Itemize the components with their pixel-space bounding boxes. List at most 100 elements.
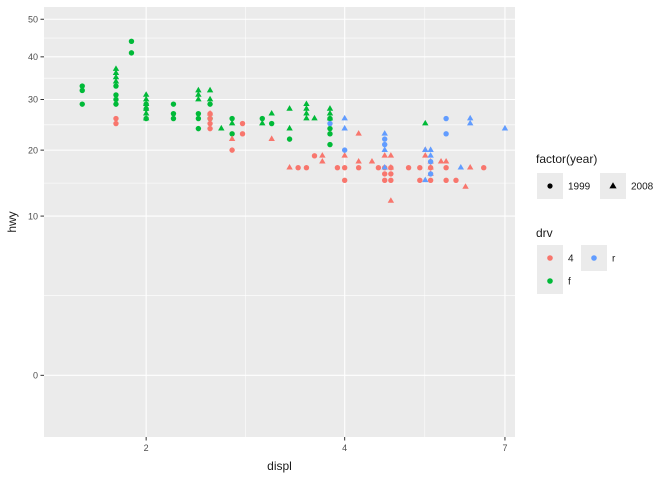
- data-point-circle: [79, 101, 85, 107]
- data-point-triangle: [457, 164, 464, 170]
- data-point-circle: [170, 101, 177, 107]
- data-point-circle: [327, 141, 333, 148]
- data-point-circle: [443, 165, 449, 171]
- data-point-triangle: [195, 95, 202, 102]
- data-point-circle: [311, 153, 318, 159]
- data-point-triangle: [303, 105, 310, 111]
- data-point-circle: [207, 101, 213, 107]
- data-point-triangle: [466, 119, 474, 126]
- data-point-circle: [382, 177, 388, 183]
- y-axis-title: hwy: [5, 211, 19, 232]
- x-tick-label: 4: [342, 443, 347, 453]
- data-point-circle: [295, 165, 301, 171]
- data-point-triangle: [501, 124, 509, 131]
- y-tick-label: 40: [28, 52, 38, 62]
- data-point-circle: [327, 120, 333, 127]
- data-point-triangle: [466, 164, 474, 170]
- data-point-circle: [229, 147, 235, 153]
- minor-grid: [44, 7, 515, 437]
- data-point-triangle: [326, 105, 334, 111]
- data-point-circle: [128, 38, 135, 44]
- data-point-triangle: [319, 152, 326, 158]
- data-point-triangle: [341, 152, 348, 158]
- legend-symbol-r: [591, 255, 597, 261]
- data-point-circle: [239, 120, 246, 127]
- data-point-triangle: [381, 130, 388, 136]
- data-point-circle: [443, 131, 449, 137]
- data-point-triangle: [319, 157, 326, 164]
- data-point-circle: [195, 125, 202, 132]
- legend-symbol-circle: [547, 183, 553, 189]
- data-point-triangle: [381, 164, 388, 170]
- data-point-triangle: [112, 65, 120, 71]
- data-point-triangle: [195, 91, 202, 97]
- data-point-triangle: [387, 152, 395, 158]
- legend-drv-title: drv: [536, 226, 553, 240]
- data-point-circle: [113, 96, 119, 103]
- legend-label-f: f: [568, 277, 571, 288]
- data-point-circle: [327, 125, 333, 132]
- data-point-circle: [334, 165, 341, 171]
- data-point-triangle: [442, 157, 450, 164]
- legend-year-title: factor(year): [536, 152, 597, 166]
- data-point-triangle: [355, 157, 362, 164]
- data-point-triangle: [381, 146, 388, 152]
- data-point-circle: [375, 165, 382, 171]
- data-point-circle: [388, 177, 394, 183]
- data-point-triangle: [303, 100, 310, 106]
- legend-label-r: r: [612, 254, 616, 265]
- data-point-triangle: [286, 105, 293, 111]
- data-point-circle: [195, 110, 202, 117]
- data-point-circle: [443, 177, 449, 183]
- data-point-circle: [427, 171, 434, 177]
- data-point-triangle: [387, 164, 395, 170]
- x-tick-label: 7: [502, 443, 507, 453]
- data-point-triangle: [368, 157, 376, 164]
- data-point-circle: [79, 87, 85, 94]
- axis-ticks: [40, 18, 506, 441]
- data-point-triangle: [422, 152, 429, 158]
- data-point-triangle: [422, 176, 429, 183]
- data-point-triangle: [268, 109, 275, 116]
- y-tick-label: 50: [28, 14, 38, 24]
- data-point-triangle: [112, 73, 120, 80]
- data-point-circle: [327, 131, 333, 137]
- data-point-triangle: [427, 146, 434, 152]
- data-point-circle: [417, 165, 423, 171]
- data-point-circle: [259, 115, 265, 122]
- data-point-triangle: [112, 78, 120, 84]
- y-tick-label: 20: [28, 145, 38, 155]
- legend-year: factor(year) 1999 2008: [536, 152, 654, 199]
- data-point-circle: [195, 115, 202, 122]
- data-point-triangle: [427, 152, 434, 158]
- data-point-circle: [341, 177, 348, 183]
- data-point-circle: [427, 177, 434, 183]
- data-point-triangle: [341, 114, 348, 121]
- data-point-triangle: [422, 146, 429, 152]
- data-point-triangle: [387, 197, 395, 203]
- data-point-triangle: [268, 135, 275, 141]
- legend-symbol-4: [547, 255, 553, 261]
- major-grid: [44, 7, 515, 437]
- data-point-circle: [207, 115, 213, 122]
- data-point-triangle: [381, 152, 388, 158]
- data-point-triangle: [311, 114, 318, 121]
- legend-drv: drv 4 r f: [536, 226, 616, 294]
- data-point-circle: [207, 120, 213, 127]
- data-point-triangle: [427, 164, 434, 170]
- legend-symbol-triangle: [609, 182, 617, 189]
- data-point-triangle: [286, 124, 293, 131]
- legend-symbol-f: [547, 278, 553, 284]
- data-point-triangle: [326, 109, 334, 116]
- data-point-circle: [268, 120, 275, 127]
- data-point-circle: [405, 165, 412, 171]
- x-tick-label: 2: [144, 443, 149, 453]
- data-point-triangle: [466, 114, 474, 121]
- data-point-circle: [453, 177, 459, 183]
- data-point-circle: [341, 165, 348, 171]
- data-point-triangle: [341, 124, 348, 131]
- data-point-triangle: [422, 119, 429, 126]
- data-point-triangle: [142, 105, 150, 111]
- y-tick-label: 30: [28, 95, 38, 105]
- data-point-circle: [229, 131, 235, 137]
